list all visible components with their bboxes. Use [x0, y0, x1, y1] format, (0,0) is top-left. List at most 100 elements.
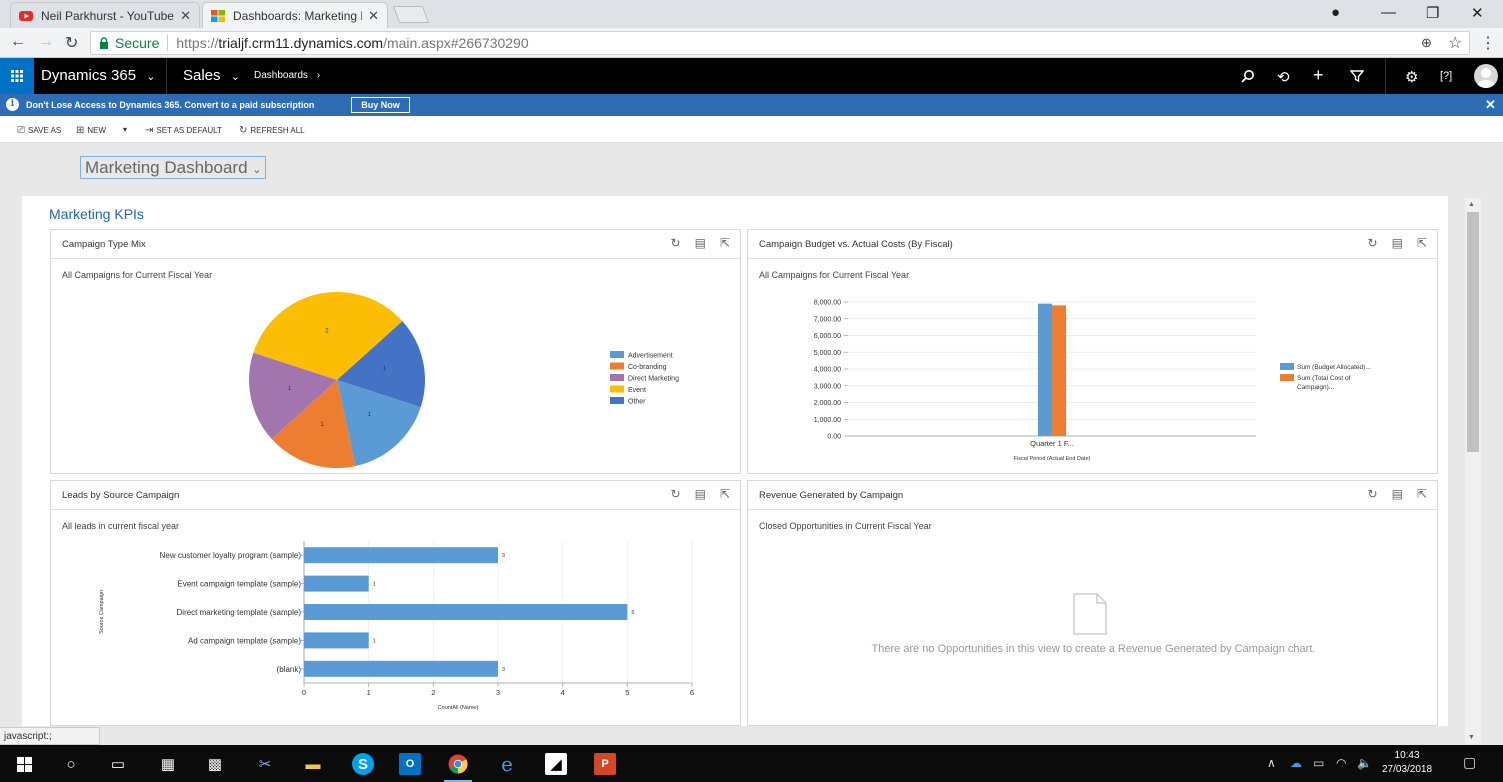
budget-bar-chart[interactable]: 0.00 1,000.00 2,000.00 3,000.00 4,000.00 5,00… [748, 260, 1438, 474]
close-window-icon[interactable]: ✕ [1471, 5, 1484, 22]
skype-icon[interactable]: S [352, 753, 374, 775]
close-tab-icon[interactable]: ✕ [180, 7, 191, 23]
y-tick-label: New customer loyalty program (sample) [160, 551, 302, 560]
outlook-icon[interactable]: O [399, 753, 421, 775]
legend-label: Other [628, 399, 646, 406]
restore-icon[interactable]: ❐ [1426, 5, 1440, 22]
help-icon[interactable]: [?] [1440, 70, 1453, 82]
volume-icon[interactable]: 🔈 [1357, 756, 1372, 770]
new-dashboard-icon: ⊞ [76, 125, 85, 136]
secure-indicator[interactable]: Secure [91, 35, 159, 51]
calculator-icon[interactable]: ▦ [160, 756, 176, 773]
tray-overflow-icon[interactable]: ∧ [1267, 756, 1276, 770]
refresh-icon[interactable]: ↻ [1367, 236, 1378, 250]
y-tick-label: 8,000.00 [814, 300, 841, 307]
avatar[interactable] [1474, 64, 1498, 88]
menu-dots-icon[interactable]: ⋮ [1480, 35, 1496, 52]
budget-vs-actual-panel: Campaign Budget vs. Actual Costs (By Fis… [747, 229, 1438, 474]
leads-by-source-panel: Leads by Source Campaign ↻ ▤ ⇱ All leads i… [50, 480, 741, 726]
sticky-notes-icon[interactable]: ◢ [545, 753, 567, 775]
set-as-default-button[interactable]: ⇥ SET AS DEFAULT [145, 125, 222, 136]
x-tick-label: Quarter 1 F... [1030, 439, 1074, 448]
browser-tab-dashboards[interactable]: Dashboards: Marketing D ✕ [202, 2, 388, 28]
browser-tab-youtube[interactable]: Neil Parkhurst - YouTube ✕ [10, 2, 200, 28]
forward-icon[interactable]: → [38, 33, 54, 50]
bookmark-star-icon[interactable]: ☆ [1448, 35, 1463, 52]
pie-chart[interactable]: 2 1 1 1 1 Advertisement Co-branding Direct Mark… [51, 260, 741, 474]
y-tick-label: (blank) [277, 665, 302, 674]
data-label: 1 [373, 638, 376, 644]
history-icon[interactable]: ⟲ [1277, 69, 1290, 86]
pie-slice-label: 2 [325, 329, 329, 335]
reload-icon[interactable]: ↻ [65, 35, 79, 52]
task-view-icon[interactable]: ▭ [110, 756, 126, 773]
refresh-all-button[interactable]: ↻ REFRESH ALL [239, 125, 305, 136]
y-tick-label: 0.00 [827, 434, 841, 441]
tools-icon[interactable]: ✂ [258, 756, 272, 773]
x-tick-label: 5 [625, 688, 629, 697]
campaign-type-mix-panel: Campaign Type Mix ↻ ▤ ⇱ All Campaigns for … [50, 229, 741, 474]
windows-start-icon[interactable] [13, 753, 35, 775]
expand-icon[interactable]: ⇱ [1416, 487, 1427, 501]
battery-icon[interactable]: ▭ [1313, 756, 1325, 770]
new-button[interactable]: ⊞ NEW [76, 125, 106, 136]
powerpoint-icon[interactable]: P [594, 753, 616, 775]
view-records-icon[interactable]: ▤ [694, 487, 706, 501]
wifi-icon[interactable]: ◠ [1336, 756, 1347, 770]
chrome-icon[interactable] [447, 753, 469, 775]
expand-icon[interactable]: ⇱ [719, 236, 730, 250]
app-launcher-icon[interactable] [0, 58, 34, 94]
scrollbar-thumb[interactable] [1467, 212, 1479, 452]
file-explorer-icon[interactable]: ▬ [305, 755, 321, 773]
notifications-icon[interactable]: ▢ [1463, 754, 1477, 770]
scroll-down-icon[interactable]: ▼ [1468, 734, 1475, 741]
save-as-icon: ⎚ [17, 125, 25, 136]
address-bar-row: ← → ↻ Secure https:// trialjf.crm11.dyna… [0, 28, 1503, 58]
y-tick-label: 2,000.00 [814, 400, 841, 407]
scroll-up-icon[interactable]: ▲ [1468, 201, 1475, 208]
info-icon: i [6, 98, 19, 111]
url-input[interactable]: Secure https:// trialjf.crm11.dynamics.c… [90, 31, 1470, 55]
expand-icon[interactable]: ⇱ [1416, 236, 1427, 250]
filter-icon[interactable] [1350, 69, 1364, 83]
chevron-down-icon: ⌄ [230, 71, 240, 83]
clock[interactable]: 10:43 27/03/2018 [1382, 749, 1432, 777]
save-as-button[interactable]: ⎚ SAVE AS [17, 125, 61, 136]
vertical-scrollbar[interactable]: ▲ ▼ [1465, 198, 1481, 744]
data-label: 5 [631, 610, 634, 616]
close-tab-icon[interactable]: ✕ [368, 7, 379, 23]
x-tick-label: 4 [561, 688, 565, 697]
refresh-icon[interactable]: ↻ [670, 236, 681, 250]
edge-icon[interactable]: e [501, 752, 513, 776]
calendar-icon[interactable]: ▩ [207, 756, 223, 773]
app-name-menu[interactable]: Dynamics 365 ⌄ [41, 67, 155, 84]
gear-icon[interactable]: ⚙ [1405, 69, 1419, 86]
refresh-icon[interactable]: ↻ [1367, 487, 1378, 501]
close-icon[interactable]: ✕ [1485, 97, 1496, 112]
onedrive-icon[interactable]: ☁ [1290, 756, 1302, 770]
url-scheme: https:// [176, 35, 219, 51]
breadcrumb[interactable]: Dashboards › [254, 70, 320, 81]
url-host: trialjf.crm11.dynamics.com [218, 35, 384, 51]
cortana-search-icon[interactable]: ○ [66, 755, 76, 773]
legend-swatch [610, 351, 624, 358]
new-tab-button[interactable] [392, 6, 430, 23]
leads-bar-chart[interactable]: 0 1 2 3 4 5 6 3 New customer loyalty program (sa… [51, 511, 741, 726]
new-dropdown-icon[interactable]: ▾ [123, 125, 128, 134]
minimize-icon[interactable]: — [1381, 4, 1396, 21]
refresh-icon[interactable]: ↻ [670, 487, 681, 501]
x-tick-label: 6 [690, 688, 694, 697]
view-records-icon[interactable]: ▤ [1391, 236, 1403, 250]
back-icon[interactable]: ← [10, 33, 26, 50]
dashboard-selector[interactable]: Marketing Dashboard ⌄ [80, 156, 267, 179]
expand-icon[interactable]: ⇱ [719, 487, 730, 501]
buy-now-button[interactable]: Buy Now [351, 97, 410, 113]
plus-icon[interactable]: + [1313, 65, 1324, 85]
profile-icon[interactable]: ● [1331, 4, 1341, 21]
zoom-icon[interactable]: ⊕ [1421, 35, 1432, 50]
y-tick-label: 6,000.00 [814, 333, 841, 340]
area-menu[interactable]: Sales ⌄ [183, 67, 240, 84]
view-records-icon[interactable]: ▤ [1391, 487, 1403, 501]
view-records-icon[interactable]: ▤ [694, 236, 706, 250]
search-icon[interactable] [1241, 69, 1255, 83]
